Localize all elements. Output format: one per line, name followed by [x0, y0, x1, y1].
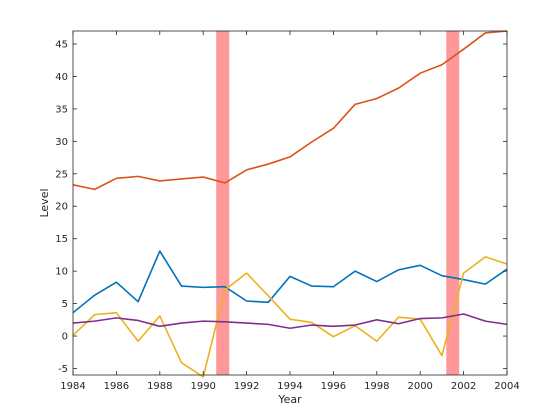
series-line-2 [72, 256, 508, 378]
y-axis-ticks: -5 0 5 10 15 20 25 30 35 40 45 [55, 39, 507, 375]
series-line-1 [72, 250, 508, 314]
x-tick-label: 2004 [494, 381, 519, 392]
x-tick-label: 1988 [147, 381, 172, 392]
x-axis-label: Year [277, 393, 302, 406]
y-tick-label: 5 [62, 299, 68, 310]
y-tick-label: 40 [55, 72, 68, 83]
series-line-3 [72, 313, 508, 330]
x-tick-label: 1984 [60, 381, 85, 392]
x-tick-label: 1994 [277, 381, 302, 392]
y-tick-label: 30 [55, 137, 68, 148]
x-tick-label: 1990 [190, 381, 215, 392]
series-line-0 [72, 30, 508, 191]
y-axis-label: Level [38, 188, 51, 217]
y-tick-label: 15 [55, 234, 68, 245]
y-tick-label: -5 [58, 364, 68, 375]
x-tick-label: 2000 [407, 381, 432, 392]
y-tick-label: 25 [55, 169, 68, 180]
y-tick-label: 35 [55, 104, 68, 115]
plot-frame [72, 30, 508, 376]
y-tick-label: 10 [55, 267, 68, 278]
x-tick-label: 1986 [104, 381, 129, 392]
shaded-interval-1 [446, 31, 460, 375]
series-lines [72, 30, 508, 378]
x-tick-label: 2002 [451, 381, 476, 392]
x-tick-label: 1996 [321, 381, 346, 392]
shaded-interval-0 [216, 31, 230, 375]
y-tick-label: 0 [62, 332, 68, 343]
y-tick-label: 20 [55, 202, 68, 213]
x-axis-ticks: 1984 1986 1988 1990 1992 1994 1996 1998 2000 2002… [60, 31, 520, 392]
y-tick-label: 45 [55, 39, 68, 50]
x-tick-label: 1998 [364, 381, 389, 392]
x-tick-label: 1992 [234, 381, 259, 392]
